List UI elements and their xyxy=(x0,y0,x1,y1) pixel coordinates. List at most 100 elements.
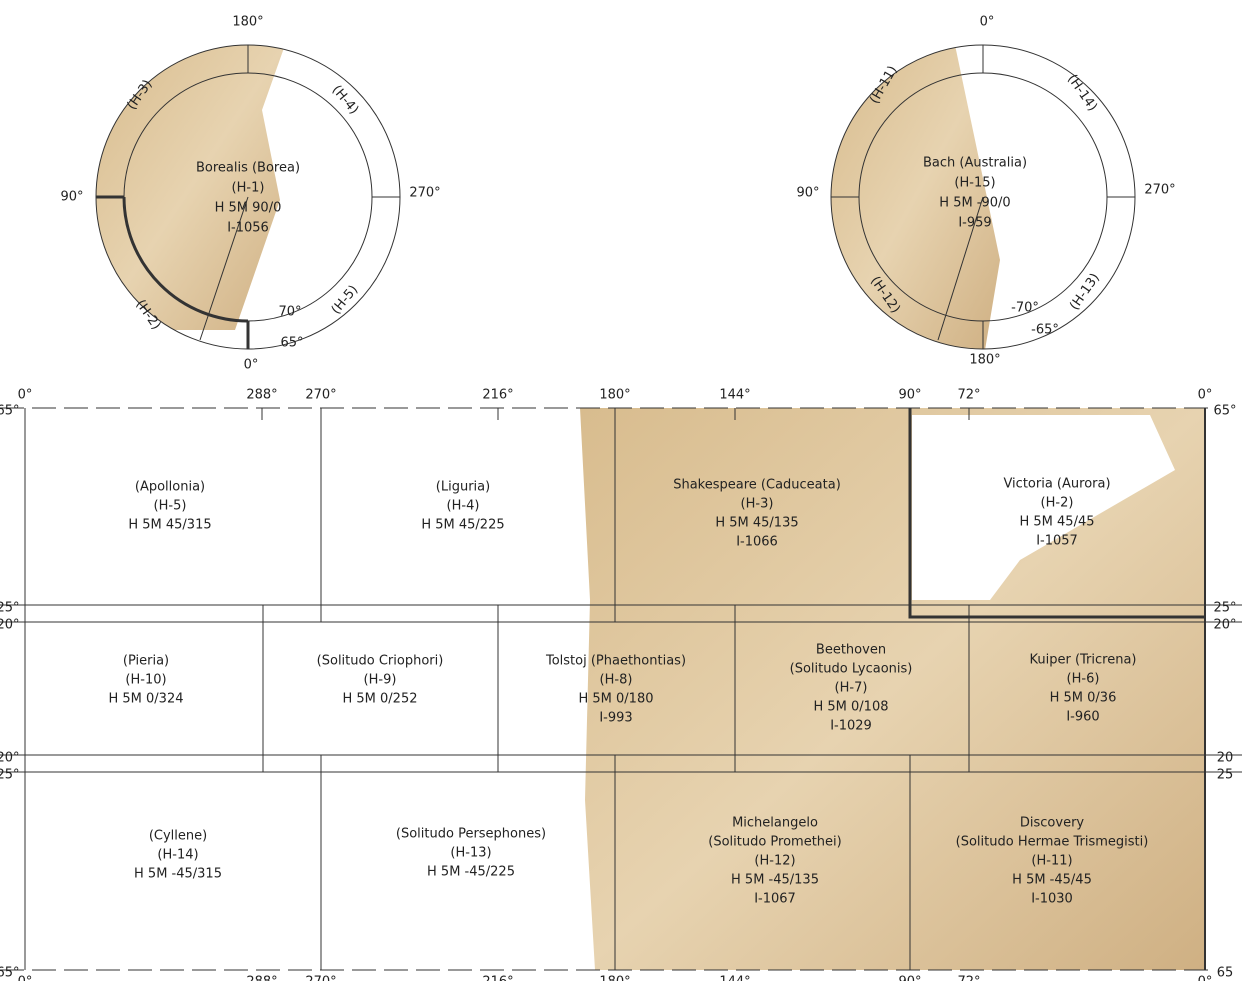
quadrangle-label: I-1057 xyxy=(1036,534,1078,549)
quadrangle-label: H 5M -45/45 xyxy=(1012,873,1092,888)
polar-center-label: (H-1) xyxy=(232,181,265,196)
quadrangle-label: (H-4) xyxy=(447,499,480,514)
quadrangle-label: (H-6) xyxy=(1067,672,1100,687)
quadrangle-label: Kuiper (Tricrena) xyxy=(1030,653,1137,668)
quadrangle-label: (H-8) xyxy=(600,673,633,688)
quadrangle-label: Discovery xyxy=(1020,816,1085,831)
quadrangle-label: H 5M 45/225 xyxy=(421,518,504,533)
longitude-label: 72° xyxy=(957,975,980,981)
longitude-label: 90° xyxy=(898,388,921,403)
longitude-label: 72° xyxy=(957,388,980,403)
quadrangle-label: H 5M 0/36 xyxy=(1050,691,1117,706)
latitude-label: 65° xyxy=(0,404,20,419)
quadrangle-label: I-960 xyxy=(1066,710,1099,725)
longitude-label: 216° xyxy=(482,388,513,403)
quadrangle-label: H 5M 0/324 xyxy=(109,692,184,707)
quadrangle-label: (H-13) xyxy=(450,846,491,861)
quadrangle-label: (Cyllene) xyxy=(149,829,207,844)
quadrangle-label: H 5M 0/108 xyxy=(814,700,889,715)
latitude-label: 25° xyxy=(0,768,20,783)
longitude-label: 270° xyxy=(305,388,336,403)
polar-center-label: H 5M -90/0 xyxy=(939,196,1010,211)
quadrangle-label: (Solitudo Promethei) xyxy=(708,835,841,850)
polar-label: 0° xyxy=(244,358,259,373)
quadrangle-label: (H-9) xyxy=(364,673,397,688)
north-imagery xyxy=(96,45,285,330)
quadrangle-label: Victoria (Aurora) xyxy=(1003,477,1110,492)
polar-frames xyxy=(95,44,1136,350)
quadrangle-label: I-1030 xyxy=(1031,892,1073,907)
polar-quadrangle: (H-5) xyxy=(329,283,362,318)
polar-label: 180° xyxy=(232,15,263,30)
quadrangle-label: (H-5) xyxy=(154,499,187,514)
quadrangle-label: (Solitudo Hermae Trismegisti) xyxy=(956,835,1149,850)
polar-label: 270° xyxy=(409,186,440,201)
latitude-label: 20° xyxy=(0,618,20,633)
quadrangle-label: (Solitudo Criophori) xyxy=(317,654,444,669)
quadrangle-label: (H-12) xyxy=(754,854,795,869)
latitude-label: 65 xyxy=(1217,966,1234,981)
quadrangle-label: (H-14) xyxy=(157,848,198,863)
latitude-label: 20 xyxy=(1217,751,1234,766)
longitude-label: 0° xyxy=(1198,975,1213,981)
polar-label: 90° xyxy=(60,190,83,205)
quadrangle-label: (H-10) xyxy=(125,673,166,688)
polar-label: 270° xyxy=(1144,183,1175,198)
polar-center-label: H 5M 90/0 xyxy=(215,201,282,216)
quadrangle-label: H 5M 45/45 xyxy=(1020,515,1095,530)
quadrangle-label: Tolstoj (Phaethontias) xyxy=(545,654,686,669)
quadrangle-label: (Liguria) xyxy=(436,480,490,495)
polar-center-label: Borealis (Borea) xyxy=(196,161,300,176)
quadrangle-label: H 5M -45/135 xyxy=(731,873,819,888)
quadrangle-label: H 5M 0/180 xyxy=(579,692,654,707)
latitude-label: 65° xyxy=(0,966,20,981)
latitude-label: 25° xyxy=(0,601,20,616)
quadrangle-label: (Pieria) xyxy=(123,654,169,669)
quadrangle-label: I-993 xyxy=(599,711,632,726)
latitude-label: 25 xyxy=(1217,768,1234,783)
longitude-label: 270° xyxy=(305,975,336,981)
polar-label: -70° xyxy=(1011,301,1039,316)
polar-center-label: Bach (Australia) xyxy=(923,156,1027,171)
polar-center-label: (H-15) xyxy=(954,176,995,191)
quadrangle-label: Michelangelo xyxy=(732,816,818,831)
imagery-gap xyxy=(912,415,1175,600)
quadrangle-label: (Solitudo Lycaonis) xyxy=(790,662,913,677)
quadrangle-label: H 5M 45/135 xyxy=(715,516,798,531)
quadrangle-label: (H-2) xyxy=(1041,496,1074,511)
polar-quadrangle: (H-4) xyxy=(329,83,362,118)
quadrangle-label: (Solitudo Persephones) xyxy=(396,827,546,842)
longitude-label: 216° xyxy=(482,975,513,981)
quadrangle-label: H 5M -45/225 xyxy=(427,865,515,880)
polar-label: 70° xyxy=(278,305,301,320)
polar-center-label: I-959 xyxy=(958,216,991,231)
polar-label: 180° xyxy=(969,353,1000,368)
south-imagery xyxy=(831,45,1000,349)
polar-label: 90° xyxy=(796,186,819,201)
latitude-label: 20° xyxy=(1213,618,1236,633)
quadrangle-label: (H-3) xyxy=(741,497,774,512)
grid-lines xyxy=(0,407,1242,971)
polar-center-label: I-1056 xyxy=(227,221,269,236)
quadrangle-label: H 5M -45/315 xyxy=(134,867,222,882)
grid-imagery xyxy=(580,408,1205,970)
polar-label: 0° xyxy=(980,15,995,30)
latitude-label: 65° xyxy=(1213,404,1236,419)
quadrangle-label: H 5M 45/315 xyxy=(128,518,211,533)
quadrangle-label: Shakespeare (Caduceata) xyxy=(673,478,841,493)
longitude-label: 0° xyxy=(18,388,33,403)
quadrangle-label: H 5M 0/252 xyxy=(343,692,418,707)
longitude-label: 180° xyxy=(599,388,630,403)
polar-label: 65° xyxy=(280,336,303,351)
latitude-label: 25° xyxy=(1213,601,1236,616)
latitude-label: 20° xyxy=(0,751,20,766)
longitude-label: 0° xyxy=(18,975,33,981)
quadrangle-label: (H-11) xyxy=(1031,854,1072,869)
polar-label: -65° xyxy=(1031,323,1059,338)
longitude-label: 0° xyxy=(1198,388,1213,403)
polar-quadrangle: (H-13) xyxy=(1067,271,1103,313)
quadrangle-label: Beethoven xyxy=(816,643,886,658)
quadrangle-label: I-1066 xyxy=(736,535,778,550)
longitude-label: 144° xyxy=(719,388,750,403)
